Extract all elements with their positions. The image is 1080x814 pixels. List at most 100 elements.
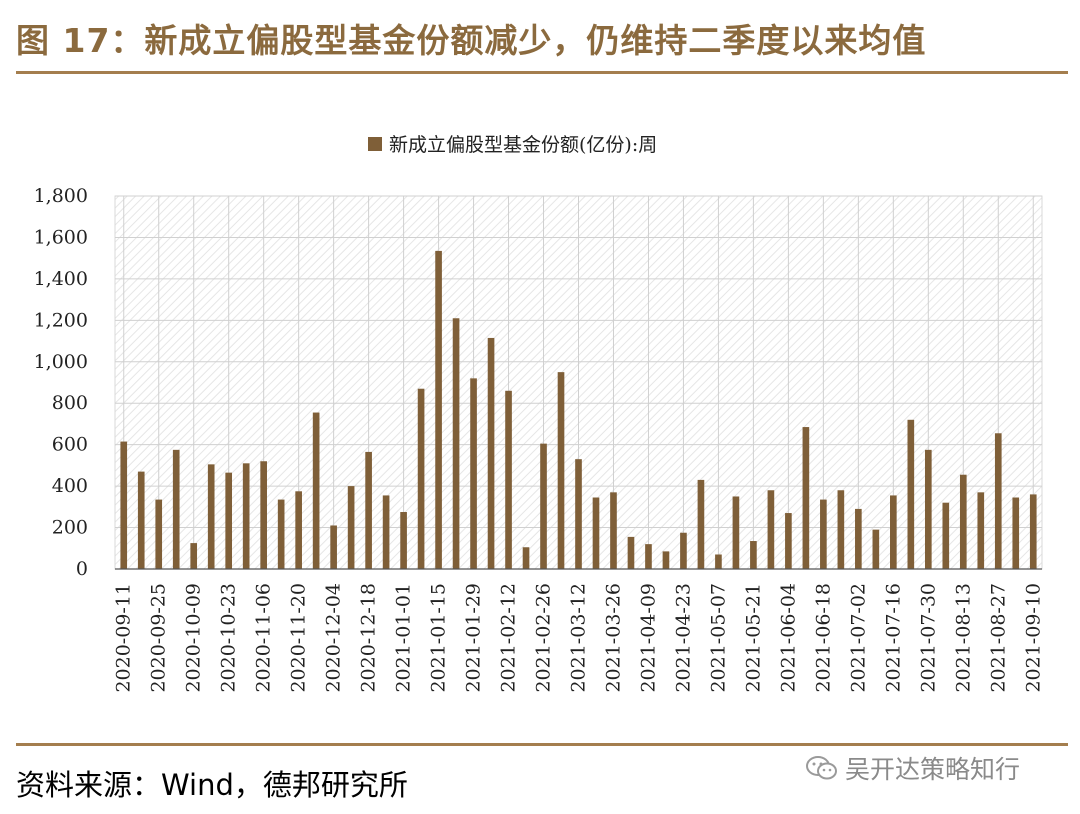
y-tick-label: 800 (52, 392, 88, 414)
bar (942, 502, 950, 569)
bar (505, 390, 512, 569)
x-tick-label: 2020-10-09 (183, 583, 205, 693)
bar (540, 443, 547, 569)
x-tick-label: 2020-11-06 (253, 583, 275, 693)
x-tick-label: 2021-01-01 (393, 583, 415, 693)
x-tick-label: 2021-06-04 (777, 583, 799, 693)
bar (767, 490, 775, 569)
bar (977, 492, 985, 569)
bar (1012, 497, 1020, 569)
bar (557, 372, 565, 569)
x-axis-ticks: 2020-09-11 2020-09-25 2020-10-09 2020-10-23… (113, 583, 1045, 693)
bar (207, 464, 215, 569)
x-tick-label: 2021-01-15 (428, 583, 450, 693)
watermark: 吴开达策略知行 (805, 748, 1020, 788)
bar-chart: 新成立偏股型基金份额(亿份):周 0 200 400 600 800 1,000 1,200… (34, 134, 1045, 693)
source-note: 资料来源：Wind，德邦研究所 (16, 768, 408, 802)
bar (855, 508, 862, 569)
x-tick-label: 2021-09-10 (1022, 583, 1044, 693)
bar (347, 486, 355, 569)
bar (382, 495, 390, 569)
x-tick-label: 2021-02-12 (498, 583, 520, 693)
x-tick-label: 2020-11-20 (288, 583, 310, 693)
wechat-icon (806, 756, 837, 780)
bar (592, 497, 600, 569)
bar (225, 472, 233, 569)
bar (820, 499, 827, 569)
x-tick-label: 2021-04-09 (637, 583, 659, 693)
bar (872, 529, 880, 569)
x-tick-label: 2020-09-11 (113, 583, 135, 693)
y-tick-label: 400 (52, 475, 88, 497)
bar (662, 551, 670, 569)
x-tick-label: 2021-06-18 (812, 583, 834, 693)
legend-swatch (368, 137, 382, 151)
bar (610, 492, 617, 569)
x-tick-label: 2021-01-29 (463, 583, 485, 693)
bar (470, 378, 477, 569)
y-tick-label: 200 (52, 517, 88, 539)
y-tick-label: 1,400 (34, 268, 88, 290)
chart-legend: 新成立偏股型基金份额(亿份):周 (368, 134, 657, 156)
bar (732, 496, 740, 569)
title-rule (16, 71, 1068, 74)
bar (890, 495, 897, 569)
x-tick-label: 2021-04-23 (672, 583, 694, 693)
x-tick-label: 2021-07-02 (847, 583, 869, 693)
bar (837, 490, 845, 569)
bar (627, 536, 635, 569)
x-tick-label: 2020-12-04 (323, 583, 345, 693)
x-tick-label: 2021-07-16 (882, 583, 904, 693)
bar (575, 459, 582, 569)
bar (400, 512, 407, 569)
bar-series (115, 250, 1042, 570)
bar (312, 412, 320, 569)
bar (785, 513, 792, 569)
y-tick-label: 600 (52, 434, 88, 456)
bar (680, 532, 687, 569)
bar (260, 461, 267, 569)
bar (155, 499, 163, 569)
x-tick-label: 2021-08-27 (987, 583, 1009, 693)
x-tick-label: 2020-09-25 (148, 583, 170, 693)
x-tick-label: 2021-05-07 (707, 583, 729, 693)
y-tick-label: 0 (76, 558, 88, 580)
bar (295, 491, 302, 569)
bar (242, 463, 250, 569)
bar (120, 441, 128, 569)
bar (750, 541, 757, 569)
bar (330, 525, 337, 569)
bar (994, 433, 1002, 569)
y-tick-label: 1,600 (34, 226, 88, 248)
bar (137, 471, 145, 569)
bar (802, 427, 810, 569)
y-tick-label: 1,200 (34, 309, 88, 331)
y-axis-ticks: 0 200 400 600 800 1,000 1,200 1,400 1,600 1,800 (34, 185, 88, 580)
bar (435, 250, 442, 570)
bar (924, 449, 932, 569)
bar (697, 479, 705, 569)
bar (365, 451, 372, 569)
bar (172, 449, 180, 569)
bar (487, 337, 495, 569)
x-tick-label: 2021-08-13 (952, 583, 974, 693)
watermark-text: 吴开达策略知行 (845, 755, 1021, 784)
y-tick-label: 1,000 (34, 351, 88, 373)
bar (277, 499, 285, 569)
bar (1029, 494, 1037, 569)
x-tick-label: 2021-03-12 (568, 583, 590, 693)
bar (715, 554, 722, 569)
bar (452, 318, 460, 569)
bar (907, 419, 915, 569)
x-tick-label: 2021-05-21 (742, 583, 764, 693)
figure-title: 图 17：新成立偏股型基金份额减少，仍维持二季度以来均值 (16, 21, 927, 60)
bar (645, 544, 652, 569)
x-tick-label: 2020-10-23 (218, 583, 240, 693)
bar (190, 543, 198, 569)
footer-rule (16, 743, 1068, 746)
x-tick-label: 2021-07-30 (917, 583, 939, 693)
x-tick-label: 2020-12-18 (358, 583, 380, 693)
x-tick-label: 2021-03-26 (602, 583, 624, 693)
bar (959, 474, 967, 569)
legend-label: 新成立偏股型基金份额(亿份):周 (389, 134, 657, 156)
